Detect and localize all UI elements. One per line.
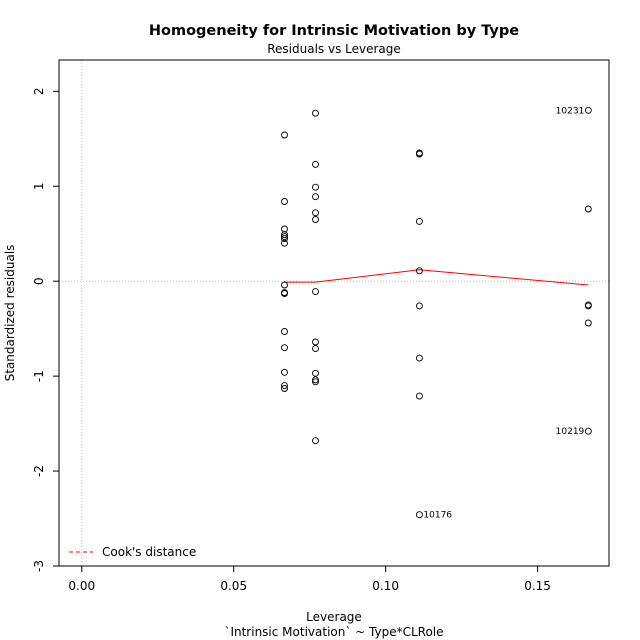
data-point <box>312 378 319 386</box>
x-tick-label: 0.10 <box>372 579 399 593</box>
legend-cooks-distance-label: Cook's distance <box>102 545 196 559</box>
point-labels: 10176 10231 10219 <box>423 106 584 520</box>
reference-lines <box>59 60 609 566</box>
data-point <box>281 235 288 242</box>
point-label: 10176 <box>423 511 452 521</box>
smooth-line-group <box>284 269 589 286</box>
data-point <box>415 150 423 158</box>
data-point <box>312 209 319 217</box>
x-tick-label: 0.05 <box>220 579 247 593</box>
data-point <box>584 205 592 213</box>
data-point <box>415 511 423 519</box>
point-label: 10219 <box>556 427 585 437</box>
data-point <box>312 193 319 201</box>
data-point <box>281 233 288 241</box>
y-tick-label: -2 <box>32 465 46 477</box>
data-point <box>584 319 592 327</box>
data-point <box>281 225 288 233</box>
data-point <box>584 427 592 435</box>
x-axis-label-formula: `Intrinsic Motivation` ~ Type*CLRole <box>224 625 443 639</box>
x-tick-label: 0.15 <box>524 579 551 593</box>
chart-title: Homogeneity for Intrinsic Motivation by … <box>149 23 519 39</box>
chart-subtitle: Residuals vs Leverage <box>267 42 401 56</box>
data-point <box>281 328 288 335</box>
y-tick-label: 1 <box>32 182 46 190</box>
x-axis-label: Leverage <box>306 610 362 624</box>
y-axis-label: Standardized residuals <box>3 245 17 382</box>
data-point <box>415 217 423 225</box>
data-point <box>415 267 423 275</box>
data-points <box>281 106 592 519</box>
data-point <box>415 354 423 362</box>
data-point <box>312 437 319 445</box>
data-point <box>312 345 319 353</box>
data-point <box>281 239 288 247</box>
data-point <box>312 160 319 168</box>
data-point <box>281 290 288 297</box>
data-point <box>415 392 423 400</box>
data-point <box>312 216 319 223</box>
data-point <box>312 369 319 377</box>
y-axis: -3 -2 -1 0 1 2 <box>32 88 59 572</box>
data-point <box>312 376 319 384</box>
data-point <box>281 368 288 376</box>
data-point <box>584 302 592 310</box>
data-point <box>584 106 592 114</box>
smooth-line <box>284 269 589 286</box>
data-point <box>281 231 288 239</box>
point-label: 10231 <box>556 106 585 116</box>
data-point <box>312 338 319 346</box>
y-tick-label: 0 <box>32 277 46 285</box>
plot-frame <box>58 59 610 567</box>
y-tick-label: -3 <box>32 560 46 572</box>
data-point <box>312 183 319 191</box>
x-tick-label: 0.00 <box>68 579 95 593</box>
legend: Cook's distance <box>69 545 196 559</box>
data-point <box>312 109 319 117</box>
y-tick-label: 2 <box>32 88 46 96</box>
data-point <box>281 385 288 392</box>
data-point <box>281 344 288 352</box>
data-point <box>281 131 288 139</box>
data-point <box>312 288 319 296</box>
data-point <box>281 382 288 390</box>
y-tick-label: -1 <box>32 370 46 382</box>
x-axis: 0.00 0.05 0.10 0.15 <box>68 566 551 593</box>
data-point <box>281 198 288 205</box>
data-point <box>415 302 423 310</box>
data-point <box>281 281 288 289</box>
